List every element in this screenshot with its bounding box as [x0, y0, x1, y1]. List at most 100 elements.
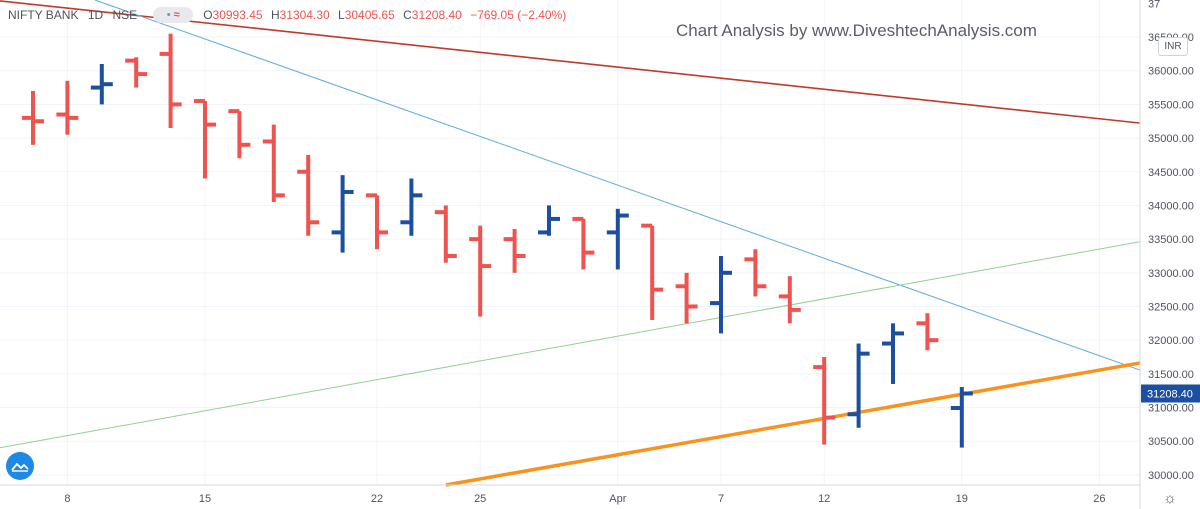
- interval-label: 1D: [87, 8, 104, 22]
- time-tick-label: Apr: [609, 493, 626, 505]
- bar-high-low: [512, 229, 517, 273]
- high-value: 31304.30: [279, 8, 330, 22]
- price-tick-label: 31500.00: [1148, 369, 1194, 381]
- open-value: 30993.45: [212, 8, 263, 22]
- ohlc-bar: [744, 249, 767, 297]
- bar-close-tick: [858, 351, 870, 356]
- bar-open-tick: [56, 112, 68, 117]
- ohlc-bar: [778, 276, 801, 324]
- bar-close-tick: [893, 331, 904, 336]
- green-trendline: [0, 238, 1155, 449]
- bar-open-tick: [503, 237, 515, 242]
- ohlc-bars[interactable]: [22, 33, 973, 448]
- bar-high-low: [719, 255, 723, 334]
- bar-open-tick: [641, 223, 653, 228]
- bar-high-low: [409, 178, 414, 236]
- bar-open-tick: [228, 109, 240, 114]
- orange-trendline: [445, 358, 1155, 487]
- bar-open-tick: [606, 230, 618, 235]
- settings-gear-icon[interactable]: ☼: [1163, 489, 1177, 507]
- currency-badge[interactable]: INR: [1158, 37, 1188, 56]
- bar-open-tick: [950, 405, 962, 410]
- trendlines[interactable]: [0, 0, 1155, 487]
- time-tick-label: 15: [199, 493, 211, 505]
- ohlc-bar: [434, 205, 457, 263]
- bar-open-tick: [331, 230, 343, 235]
- bar-close-tick: [101, 82, 113, 87]
- symbol-info[interactable]: NIFTY BANK 1D NSE: [8, 8, 143, 22]
- price-tick-label: 33500.00: [1148, 234, 1194, 246]
- open-label: O: [203, 8, 213, 22]
- ohlc-bar: [538, 205, 560, 236]
- ohlc-bar: [503, 229, 526, 273]
- bar-high-low: [959, 387, 964, 448]
- bar-close-tick: [583, 250, 595, 255]
- bar-close-tick: [824, 415, 836, 420]
- price-tick-label: 30500.00: [1148, 436, 1194, 448]
- bar-close-tick: [170, 102, 182, 107]
- time-tick-label: 25: [474, 493, 486, 505]
- bar-open-tick: [710, 301, 721, 306]
- ohlc-bar: [159, 33, 182, 128]
- ohlc-values: O30993.45 H31304.30 L30405.65 C31208.40 …: [203, 8, 571, 22]
- chart-legend-header: NIFTY BANK 1D NSE • ≈ O30993.45 H31304.3…: [0, 0, 1140, 30]
- price-tick-label: 35000.00: [1148, 133, 1194, 145]
- price-tick-label: 35500.00: [1148, 99, 1194, 111]
- bar-high-low: [856, 343, 861, 428]
- price-axis[interactable]: 30000.00 30500.00 31000.00 31500.00 32000.00…: [1139, 0, 1200, 509]
- time-tick-label: 19: [956, 493, 968, 505]
- bar-high-low: [306, 154, 311, 236]
- price-axis-background: [1140, 0, 1200, 509]
- bar-high-low: [753, 249, 758, 297]
- close-value: 31208.40: [411, 8, 462, 22]
- bar-high-low: [271, 124, 276, 203]
- bar-high-low: [340, 175, 345, 253]
- bar-close-tick: [480, 264, 492, 269]
- indicator-toggle-button[interactable]: • ≈: [153, 7, 194, 23]
- bar-close-tick: [136, 72, 148, 77]
- bar-high-low: [650, 225, 655, 320]
- tradingview-logo-icon[interactable]: [6, 452, 34, 480]
- bar-open-tick: [297, 169, 309, 174]
- time-axis[interactable]: 8 15 22 25 Apr 7 12 19 26: [0, 484, 1140, 505]
- bar-close-tick: [789, 307, 801, 312]
- ohlc-bar: [262, 124, 285, 203]
- high-label: H: [270, 8, 280, 22]
- bar-close-tick: [617, 213, 629, 218]
- bar-open-tick: [882, 341, 893, 346]
- bar-open-tick: [813, 365, 825, 370]
- time-tick-label: 22: [371, 493, 383, 505]
- price-tick-label: 32500.00: [1148, 301, 1194, 313]
- bar-open-tick: [22, 115, 33, 120]
- bar-open-tick: [262, 139, 274, 144]
- bar-high-low: [478, 225, 483, 317]
- exchange-label: NSE: [112, 8, 138, 22]
- ohlc-bar: [228, 109, 251, 159]
- bar-close-tick: [411, 193, 423, 198]
- bar-high-low: [237, 111, 242, 159]
- price-tick-label: 34000.00: [1148, 200, 1194, 212]
- bar-high-low: [787, 276, 792, 324]
- bar-open-tick: [159, 51, 171, 56]
- price-tick-label: 32000.00: [1148, 335, 1194, 347]
- ohlc-bar: [366, 193, 388, 250]
- ohlc-bar: [641, 223, 664, 320]
- change-value: −769.05 (−2.40%): [470, 8, 567, 22]
- price-tick-label-partial: 37: [1148, 0, 1160, 10]
- bar-open-tick: [744, 257, 756, 262]
- ohlc-bar: [710, 255, 732, 334]
- bar-high-low: [891, 323, 895, 384]
- bar-close-tick: [927, 338, 939, 343]
- bar-close-tick: [755, 284, 767, 289]
- bar-close-tick: [721, 270, 732, 275]
- bar-high-low: [822, 357, 827, 445]
- ohlc-bar: [950, 387, 973, 448]
- price-tick-label: 36000.00: [1148, 66, 1194, 78]
- ohlc-bar: [90, 63, 113, 105]
- bar-high-low: [168, 33, 173, 128]
- bar-close-tick: [686, 304, 698, 309]
- bar-close-tick: [273, 193, 285, 198]
- time-tick-label: 8: [64, 493, 70, 505]
- bar-high-low: [581, 218, 586, 270]
